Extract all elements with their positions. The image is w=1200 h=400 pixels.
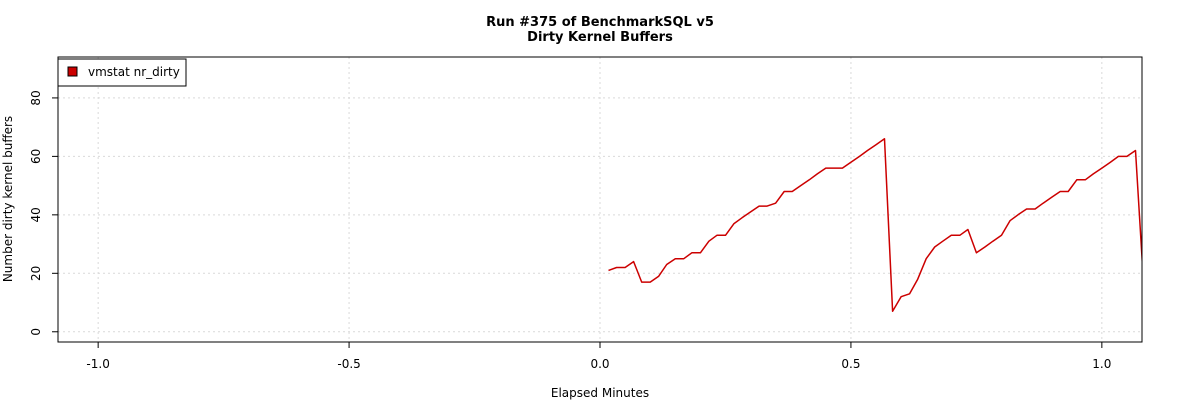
series-line-vmstat-nr-dirty bbox=[608, 138, 1142, 313]
plot-frame bbox=[57, 56, 1143, 343]
y-tick-label: 20 bbox=[29, 266, 43, 281]
legend: vmstat nr_dirty bbox=[57, 58, 187, 87]
legend-entry-label: vmstat nr_dirty bbox=[88, 65, 180, 79]
chart-subtitle: Dirty Kernel Buffers bbox=[527, 30, 673, 45]
y-axis: 0 20 40 60 80 bbox=[29, 90, 58, 336]
legend-box bbox=[57, 58, 187, 87]
y-tick-label: 60 bbox=[29, 149, 43, 164]
x-tick-label: 0.5 bbox=[841, 357, 860, 371]
y-axis-label: Number dirty kernel buffers bbox=[1, 116, 15, 282]
legend-swatch bbox=[67, 66, 78, 77]
x-axis: -1.0 -0.5 0.0 0.5 1.0 bbox=[86, 342, 1111, 371]
grid bbox=[58, 57, 1142, 342]
y-tick-label: 0 bbox=[29, 328, 43, 336]
series-layer bbox=[608, 138, 1142, 313]
y-tick-label: 40 bbox=[29, 207, 43, 222]
x-tick-label: -0.5 bbox=[337, 357, 360, 371]
x-tick-label: 0.0 bbox=[590, 357, 609, 371]
chart-title: Run #375 of BenchmarkSQL v5 bbox=[486, 15, 714, 30]
x-tick-label: 1.0 bbox=[1092, 357, 1111, 371]
x-axis-label: Elapsed Minutes bbox=[551, 386, 649, 400]
y-tick-label: 80 bbox=[29, 90, 43, 105]
x-tick-label: -1.0 bbox=[86, 357, 109, 371]
